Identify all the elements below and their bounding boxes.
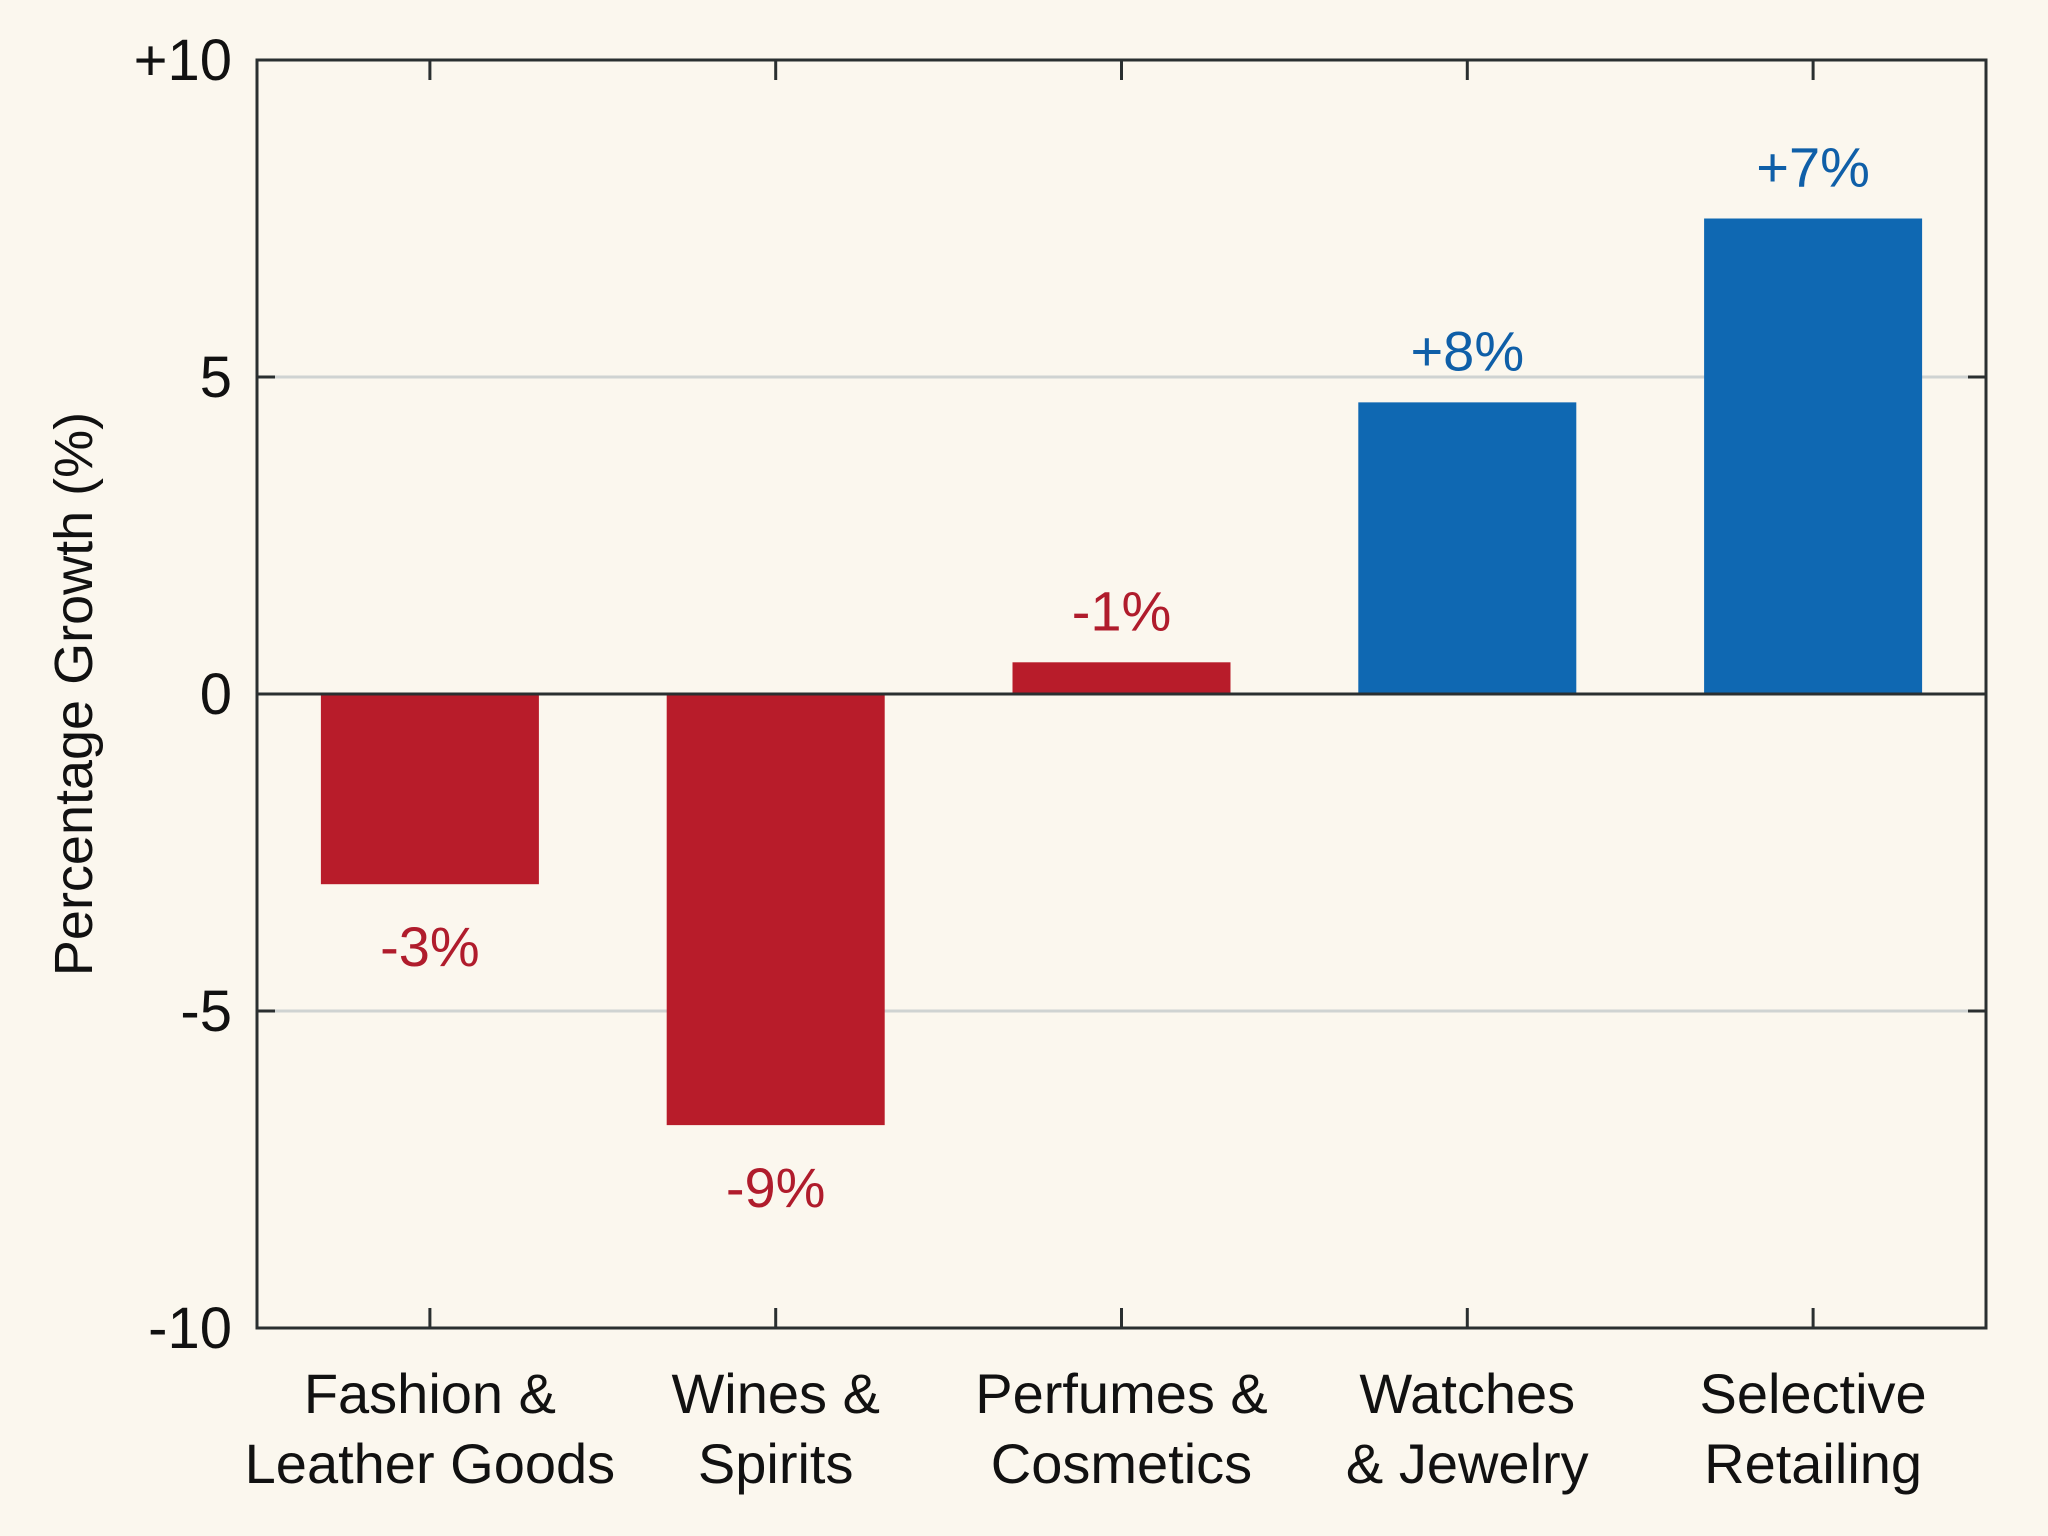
y-tick-label: -5 [180, 979, 232, 1044]
gridlines [257, 375, 1986, 1013]
x-tick-label-line: Leather Goods [245, 1432, 615, 1495]
y-tick-label: 0 [200, 662, 232, 727]
bar [1358, 402, 1577, 694]
x-tick-label-line: Selective [1699, 1362, 1926, 1425]
x-tick-label-line: Watches [1359, 1362, 1575, 1425]
x-tick-label: Perfumes & Cosmetics [975, 1362, 1268, 1495]
bar [320, 694, 539, 885]
x-tick-label-line: Cosmetics [991, 1432, 1252, 1495]
bar [1012, 662, 1231, 694]
x-tick-label-line: Spirits [698, 1432, 854, 1495]
data-label: -1% [1072, 579, 1172, 642]
x-tick-label: Watches & Jewelry [1346, 1362, 1589, 1495]
data-label: +7% [1756, 136, 1870, 199]
x-tick-label-line: Wines & [671, 1362, 880, 1425]
x-tick-label-line: Perfumes & [975, 1362, 1268, 1425]
data-labels: -3% -9% -1% +8% +7% [380, 136, 1870, 1220]
y-tick-label: -10 [148, 1296, 232, 1361]
y-axis-label: Percentage Growth (%) [44, 412, 104, 976]
x-tick-label: Selective Retailing [1699, 1362, 1926, 1495]
y-tick-label: 5 [200, 345, 232, 410]
data-label: -3% [380, 915, 480, 978]
data-label: +8% [1410, 319, 1524, 382]
x-tick-label-line: & Jewelry [1346, 1432, 1589, 1495]
y-ticks: +10 5 0 -5 -10 [134, 28, 1986, 1361]
bars [320, 218, 1923, 1126]
x-tick-label-line: Retailing [1704, 1432, 1922, 1495]
y-tick-label: +10 [134, 28, 232, 93]
bar [666, 694, 885, 1126]
x-tick-label-line: Fashion & [304, 1362, 556, 1425]
x-tick-label: Wines & Spirits [671, 1362, 880, 1495]
x-tick-label: Fashion & Leather Goods [245, 1362, 615, 1495]
x-ticks: Fashion & Leather Goods Wines & Spirits Perf… [245, 60, 1927, 1495]
bar [1704, 218, 1923, 694]
data-label: -9% [726, 1156, 826, 1219]
